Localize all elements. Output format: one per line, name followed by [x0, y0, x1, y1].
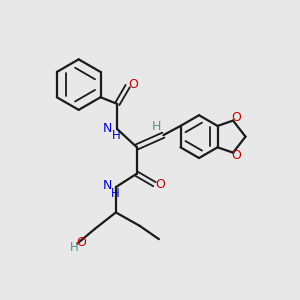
Text: O: O: [155, 178, 165, 191]
Text: N: N: [103, 179, 112, 192]
Text: H: H: [70, 241, 79, 254]
Text: N: N: [103, 122, 112, 135]
Text: H: H: [151, 120, 160, 133]
Text: H: H: [112, 129, 121, 142]
Text: H: H: [111, 187, 120, 200]
Text: O: O: [231, 111, 241, 124]
Text: O: O: [77, 236, 87, 249]
Text: O: O: [128, 78, 138, 91]
Text: O: O: [231, 149, 241, 162]
